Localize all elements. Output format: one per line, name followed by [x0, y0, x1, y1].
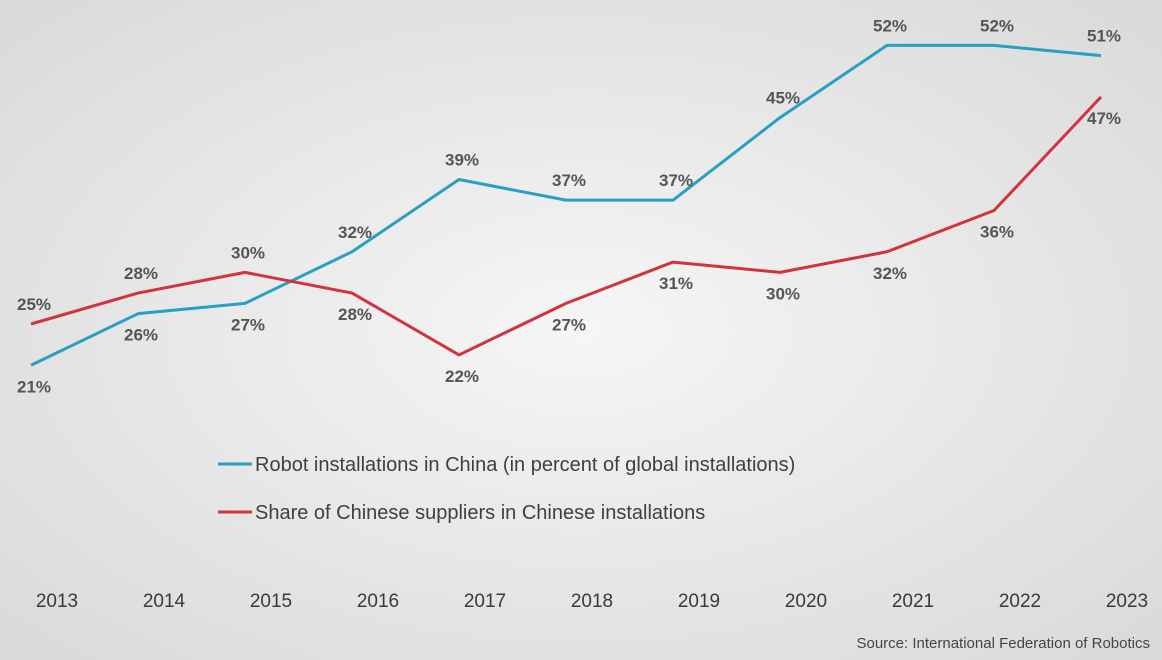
- data-label: 22%: [445, 367, 479, 386]
- data-label: 32%: [338, 223, 372, 242]
- data-label: 26%: [124, 326, 158, 345]
- x-tick-label: 2022: [999, 591, 1041, 612]
- series-line-1: [30, 95, 1103, 357]
- data-label: 36%: [980, 222, 1014, 241]
- legend-label-chinese-suppliers: Share of Chinese suppliers in Chinese in…: [255, 502, 705, 524]
- data-label: 39%: [445, 151, 479, 170]
- data-label: 47%: [1087, 109, 1121, 128]
- data-label: 28%: [338, 305, 372, 324]
- legend: Robot installations in China (in percent…: [218, 454, 795, 524]
- x-tick-label: 2013: [36, 591, 78, 612]
- data-label: 52%: [873, 16, 907, 35]
- data-label: 28%: [124, 264, 158, 283]
- x-tick-label: 2017: [464, 591, 506, 612]
- x-tick-label: 2021: [892, 591, 934, 612]
- x-tick-label: 2016: [357, 591, 399, 612]
- source-note: Source: International Federation of Robo…: [856, 635, 1150, 652]
- data-label: 37%: [552, 171, 586, 190]
- x-tick-label: 2018: [571, 591, 613, 612]
- data-label: 27%: [552, 315, 586, 334]
- x-tick-label: 2019: [678, 591, 720, 612]
- x-tick-label: 2020: [785, 591, 827, 612]
- data-label: 30%: [231, 243, 265, 262]
- data-label: 27%: [231, 315, 265, 334]
- data-label: 31%: [659, 274, 693, 293]
- x-tick-label: 2014: [143, 591, 186, 612]
- series-line-0: [30, 43, 1102, 367]
- x-tick-label: 2015: [250, 591, 292, 612]
- legend-label-china-installations: Robot installations in China (in percent…: [255, 454, 795, 476]
- data-label: 30%: [766, 284, 800, 303]
- data-label: 37%: [659, 171, 693, 190]
- data-label: 45%: [766, 89, 800, 108]
- data-label: 52%: [980, 16, 1014, 35]
- data-label: 32%: [873, 264, 907, 283]
- x-tick-label: 2023: [1106, 591, 1148, 612]
- data-label: 51%: [1087, 27, 1121, 46]
- data-label: 21%: [17, 377, 51, 396]
- data-label: 25%: [17, 295, 51, 314]
